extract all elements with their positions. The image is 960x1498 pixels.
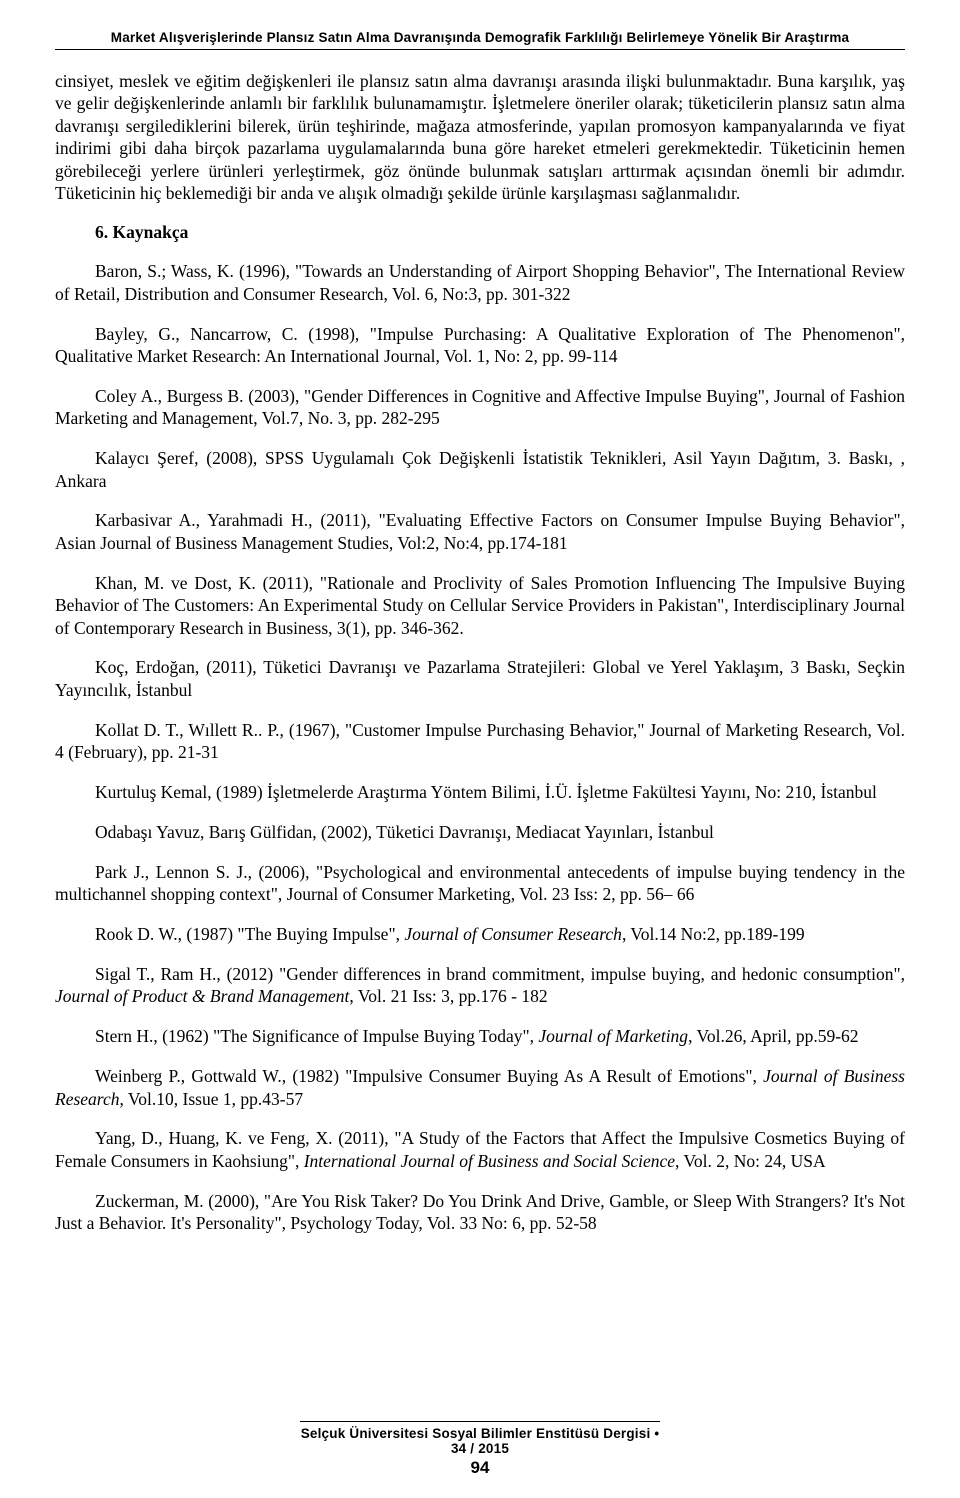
reference-pre: Sigal T., Ram H., (2012) "Gender differe…: [95, 964, 905, 984]
reference-entry: Baron, S.; Wass, K. (1996), "Towards an …: [55, 260, 905, 305]
footer-page-number: 94: [0, 1458, 960, 1478]
reference-entry: Park J., Lennon S. J., (2006), "Psycholo…: [55, 861, 905, 906]
reference-entry: Stern H., (1962) "The Significance of Im…: [55, 1025, 905, 1047]
reference-italic: International Journal of Business and So…: [304, 1151, 675, 1171]
running-head: Market Alışverişlerinde Plansız Satın Al…: [55, 30, 905, 50]
footer-journal: Selçuk Üniversitesi Sosyal Bilimler Enst…: [300, 1421, 660, 1456]
reference-entry: Koç, Erdoğan, (2011), Tüketici Davranışı…: [55, 656, 905, 701]
reference-italic: Journal of Product & Brand Management: [55, 986, 349, 1006]
reference-entry: Odabaşı Yavuz, Barış Gülfidan, (2002), T…: [55, 821, 905, 843]
reference-pre: Stern H., (1962) "The Significance of Im…: [95, 1026, 538, 1046]
reference-entry: Zuckerman, M. (2000), "Are You Risk Take…: [55, 1190, 905, 1235]
reference-entry: Rook D. W., (1987) "The Buying Impulse",…: [55, 923, 905, 945]
references-list: Baron, S.; Wass, K. (1996), "Towards an …: [55, 260, 905, 1234]
reference-entry: Bayley, G., Nancarrow, C. (1998), "Impul…: [55, 323, 905, 368]
body-paragraph: cinsiyet, meslek ve eğitim değişkenleri …: [55, 70, 905, 204]
reference-italic: Journal of Consumer Research: [404, 924, 622, 944]
page-footer: Selçuk Üniversitesi Sosyal Bilimler Enst…: [0, 1421, 960, 1478]
reference-pre: Weinberg P., Gottwald W., (1982) "Impuls…: [95, 1066, 763, 1086]
references-heading: 6. Kaynakça: [95, 222, 905, 243]
reference-entry: Khan, M. ve Dost, K. (2011), "Rationale …: [55, 572, 905, 639]
reference-italic: Journal of Marketing: [538, 1026, 688, 1046]
reference-entry: Yang, D., Huang, K. ve Feng, X. (2011), …: [55, 1127, 905, 1172]
reference-entry: Coley A., Burgess B. (2003), "Gender Dif…: [55, 385, 905, 430]
reference-entry: Sigal T., Ram H., (2012) "Gender differe…: [55, 963, 905, 1008]
reference-entry: Kalaycı Şeref, (2008), SPSS Uygulamalı Ç…: [55, 447, 905, 492]
reference-entry: Weinberg P., Gottwald W., (1982) "Impuls…: [55, 1065, 905, 1110]
reference-entry: Karbasivar A., Yarahmadi H., (2011), "Ev…: [55, 509, 905, 554]
reference-post: , Vol. 21 Iss: 3, pp.176 - 182: [349, 986, 547, 1006]
reference-entry: Kurtuluş Kemal, (1989) İşletmelerde Araş…: [55, 781, 905, 803]
reference-post: , Vol. 2, No: 24, USA: [675, 1151, 826, 1171]
paper-page: Market Alışverişlerinde Plansız Satın Al…: [0, 0, 960, 1498]
reference-post: , Vol.26, April, pp.59-62: [688, 1026, 858, 1046]
reference-post: , Vol.10, Issue 1, pp.43-57: [119, 1089, 303, 1109]
reference-pre: Rook D. W., (1987) "The Buying Impulse",: [95, 924, 404, 944]
reference-entry: Kollat D. T., Wıllett R.. P., (1967), "C…: [55, 719, 905, 764]
reference-post: , Vol.14 No:2, pp.189-199: [622, 924, 805, 944]
